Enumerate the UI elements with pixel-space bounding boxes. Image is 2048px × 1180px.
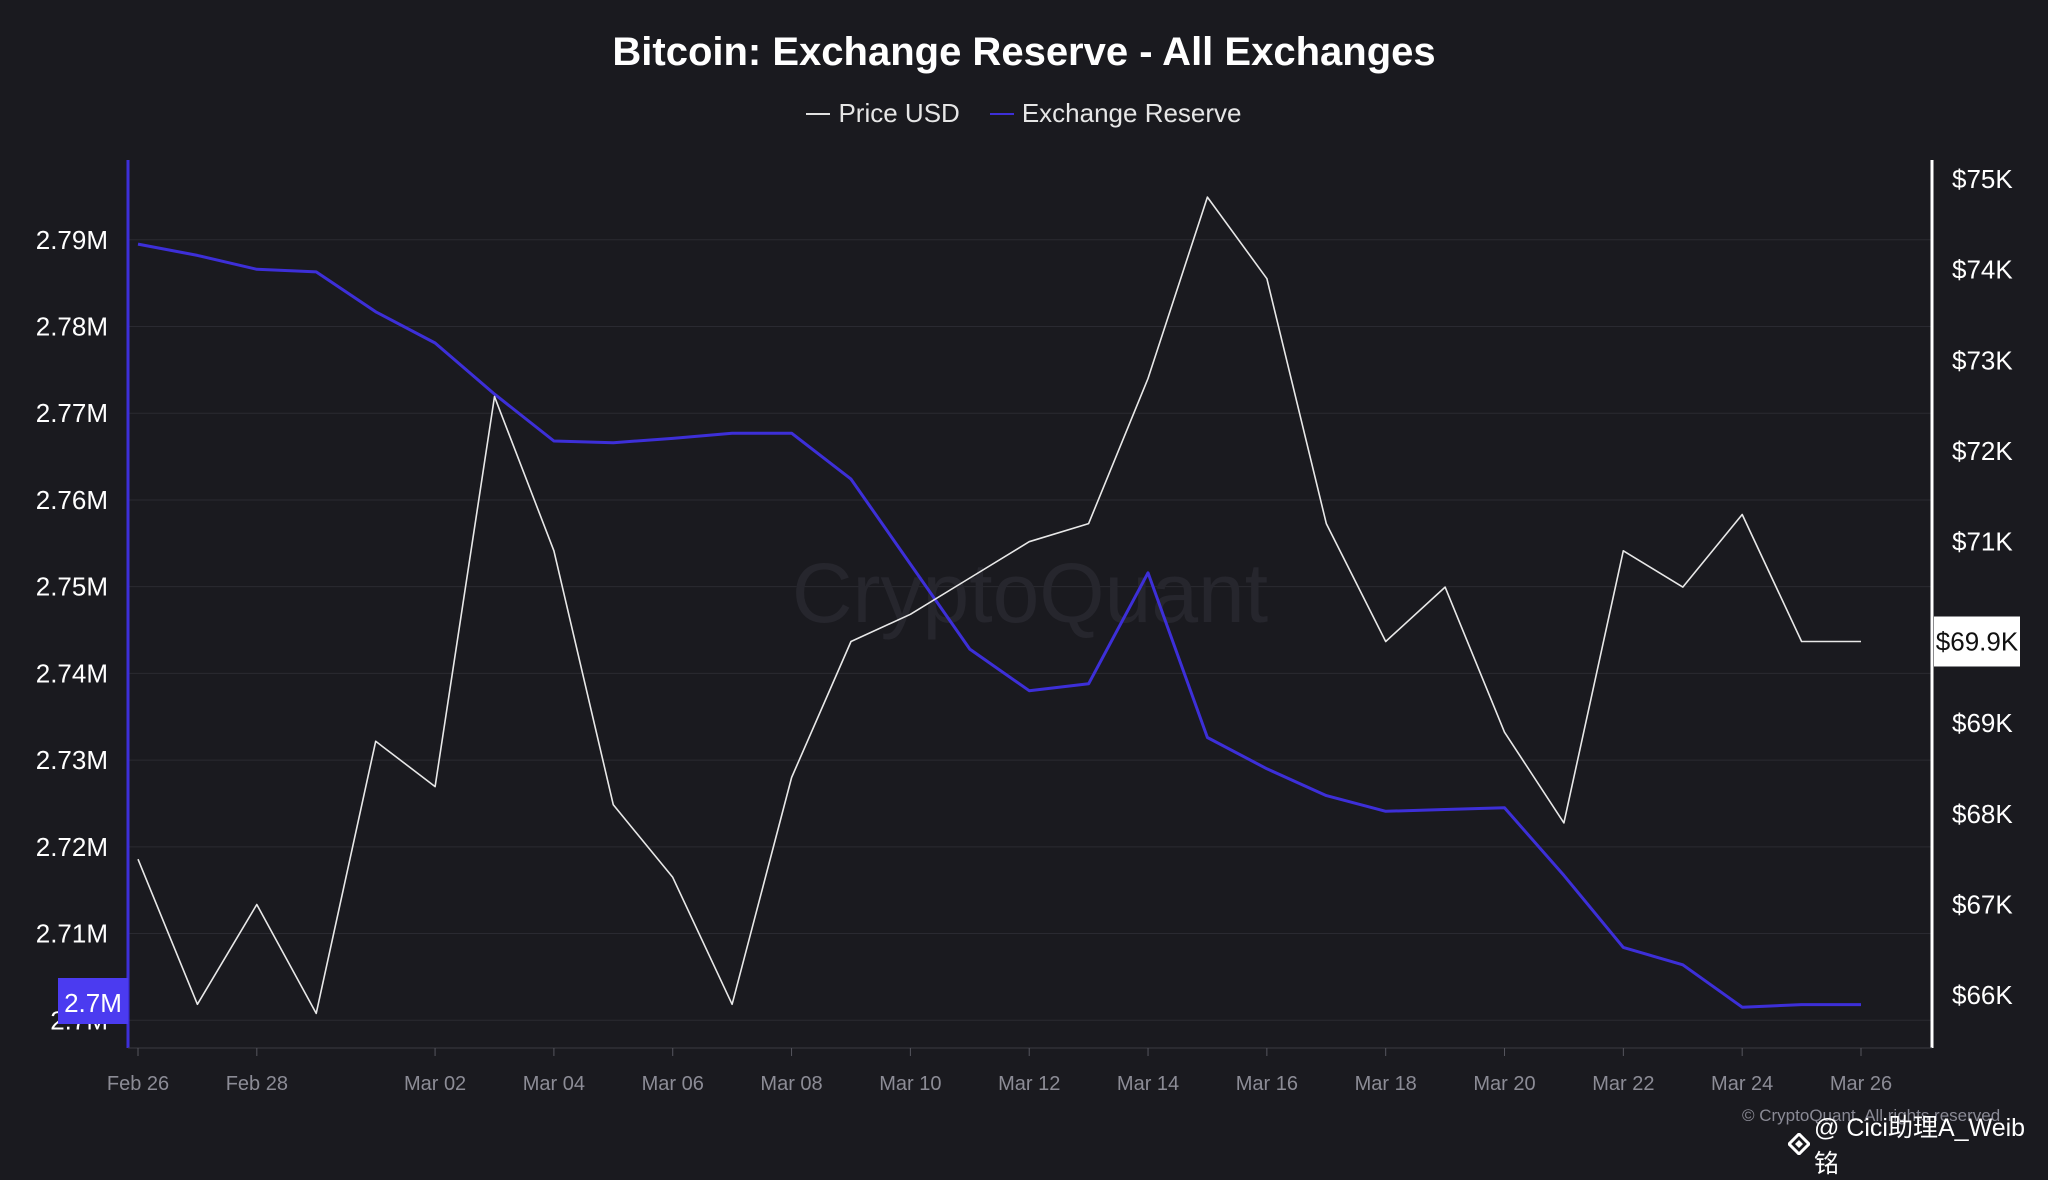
x-tick-label: Mar 02	[404, 1073, 466, 1095]
right-tick-label: $69K	[1952, 708, 2013, 738]
left-tick-label: 2.73M	[36, 745, 108, 775]
right-tick-label: $68K	[1952, 799, 2013, 829]
x-tick-label: Mar 20	[1473, 1073, 1535, 1095]
left-tick-label: 2.76M	[36, 485, 108, 515]
chart-plot[interactable]: CryptoQuant 2.79M 2.78M 2.77M 2.76M 2.75M 2.74…	[0, 0, 2048, 1152]
x-tick-label: Mar 04	[523, 1073, 585, 1095]
right-tick-label: $74K	[1952, 255, 2013, 285]
x-tick-label: Mar 24	[1711, 1073, 1773, 1095]
x-tick-label: Feb 28	[226, 1073, 288, 1095]
x-tick-label: Mar 08	[760, 1073, 822, 1095]
x-tick-label: Mar 16	[1236, 1073, 1298, 1095]
x-tick-label: Feb 26	[107, 1073, 169, 1095]
x-tick-label: Mar 18	[1355, 1073, 1417, 1095]
left-tick-label: 2.71M	[36, 919, 108, 949]
x-tick-label: Mar 14	[1117, 1073, 1179, 1095]
reserve-current-value: 2.7M	[64, 988, 122, 1018]
right-tick-label: $75K	[1952, 164, 2013, 194]
x-tick-label: Mar 26	[1830, 1073, 1892, 1095]
x-tick-label: Mar 10	[879, 1073, 941, 1095]
left-tick-label: 2.74M	[36, 658, 108, 688]
social-handle: @ Cici助理A_Weib铭	[1814, 1108, 2048, 1180]
left-tick-label: 2.75M	[36, 572, 108, 602]
right-tick-label: $72K	[1952, 436, 2013, 466]
left-tick-label: 2.79M	[36, 225, 108, 255]
left-tick-label: 2.78M	[36, 312, 108, 342]
right-tick-label: $73K	[1952, 345, 2013, 375]
right-tick-label: $71K	[1952, 527, 2013, 557]
x-tick-label: Mar 22	[1592, 1073, 1654, 1095]
social-watermark: @ Cici助理A_Weib铭	[1788, 1108, 2048, 1180]
watermark-logo-text: CryptoQuant	[792, 546, 1268, 640]
right-tick-label: $66K	[1952, 980, 2013, 1010]
left-tick-label: 2.77M	[36, 398, 108, 428]
left-tick-label: 2.72M	[36, 832, 108, 862]
price-current-value: $69.9K	[1936, 627, 2019, 657]
x-tick-label: Mar 06	[642, 1073, 704, 1095]
x-tick-label: Mar 12	[998, 1073, 1060, 1095]
right-tick-label: $67K	[1952, 890, 2013, 920]
